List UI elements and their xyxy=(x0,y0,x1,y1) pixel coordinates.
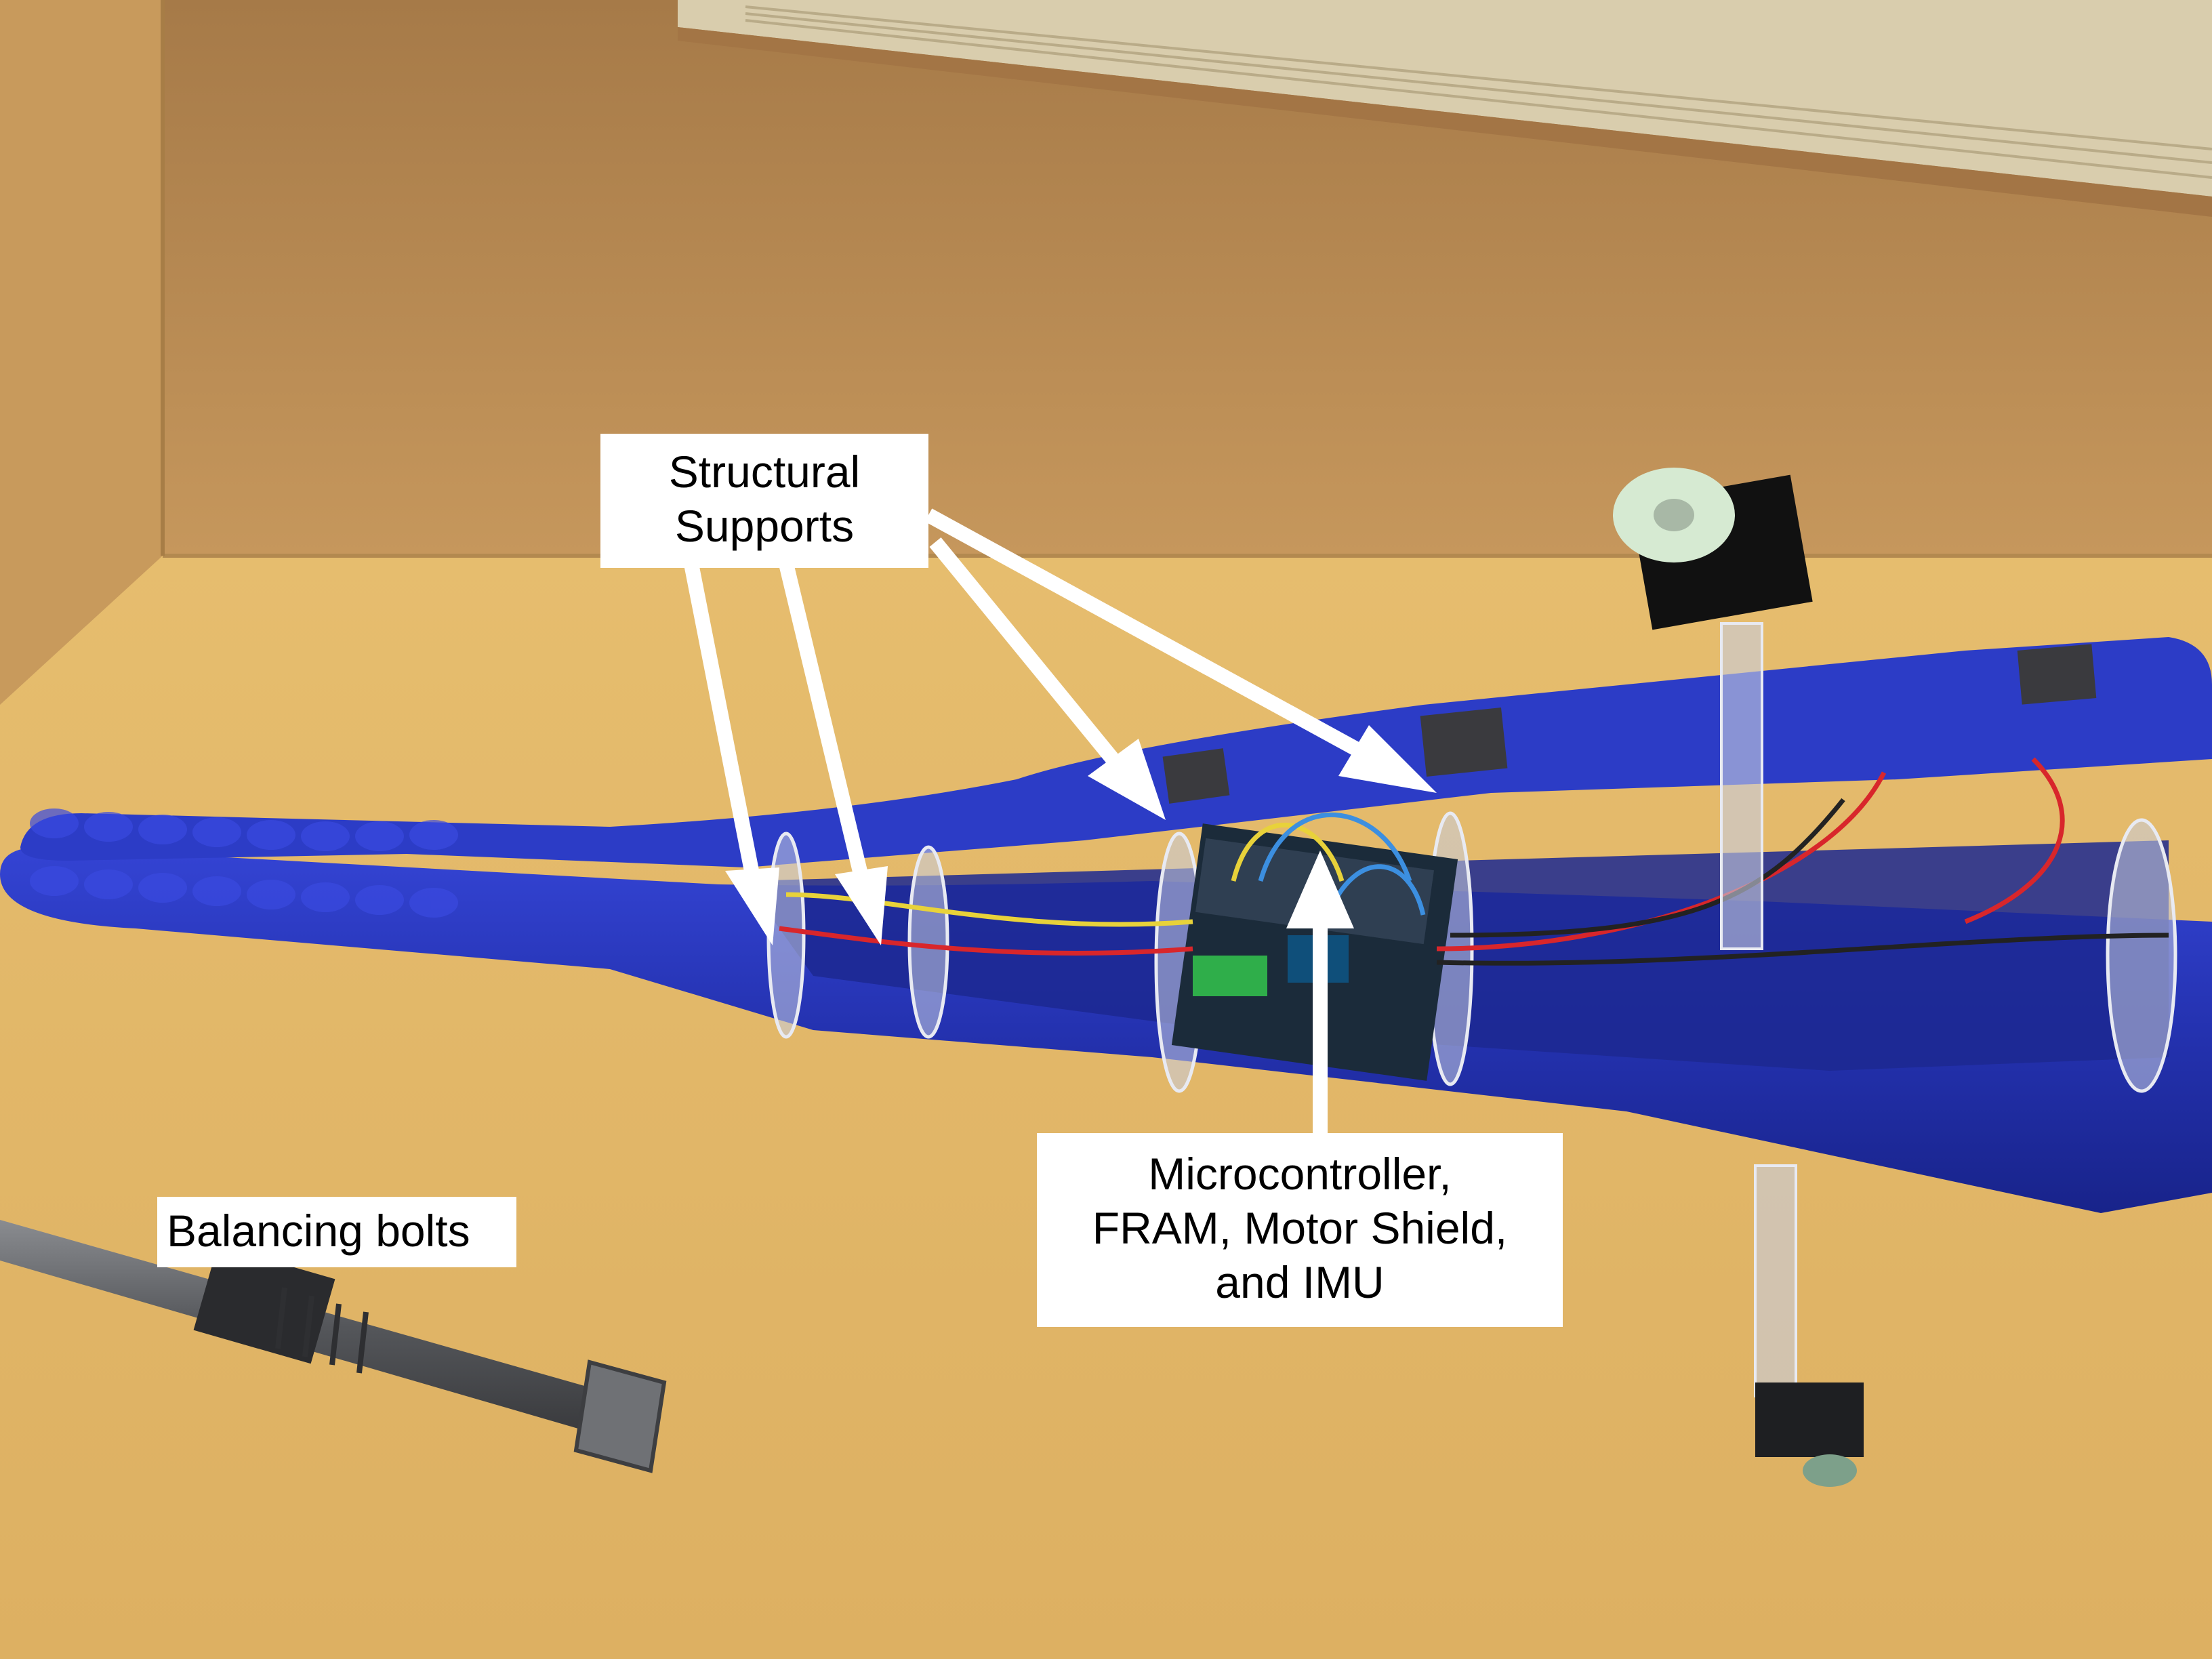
balancing-bolt xyxy=(0,1220,667,1473)
structural-supports-line2: Supports xyxy=(674,501,855,551)
wires xyxy=(779,757,2169,966)
microcontroller-line2: FRAM, Motor Shield, xyxy=(1092,1203,1508,1253)
structural-supports-label: Structural Supports xyxy=(600,434,928,568)
microcontroller-arrow xyxy=(1286,851,1354,1133)
microcontroller-line1: Microcontroller, xyxy=(1148,1149,1452,1199)
balancing-bolts-label: Balancing bolts xyxy=(157,1197,516,1267)
shelf-edge xyxy=(678,0,2212,197)
structural-supports-line1: Structural xyxy=(668,447,861,497)
balancing-bolts-text: Balancing bolts xyxy=(167,1206,470,1256)
microcontroller-label: Microcontroller, FRAM, Motor Shield, and… xyxy=(1037,1133,1563,1327)
left-wall xyxy=(0,0,163,705)
structural-support-arrows xyxy=(684,508,1437,945)
microcontroller-line3: and IMU xyxy=(1215,1257,1385,1307)
acrylic-supports xyxy=(766,811,2177,1093)
robot-leg xyxy=(1613,468,1864,1487)
